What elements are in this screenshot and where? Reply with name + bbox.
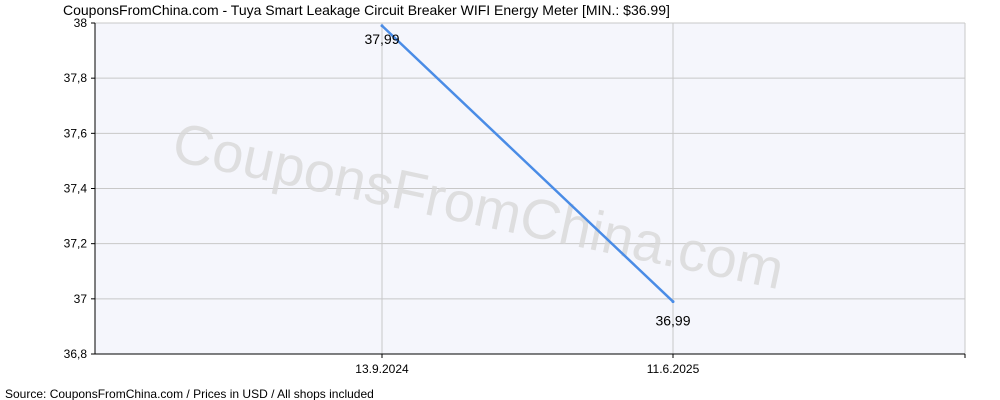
plot-area: 36,8 37 37,2 37,4 37,6 37,8 38 13.9.2024 11.6.20… xyxy=(64,16,966,376)
x-tick-label: 13.9.2024 xyxy=(355,362,409,376)
chart-overlay: 37,99 36,99 xyxy=(364,24,691,329)
price-data-label: 36,99 xyxy=(655,313,690,329)
price-series-line xyxy=(380,24,675,303)
y-tick-label: 37,6 xyxy=(64,126,88,140)
y-tick-label: 36,8 xyxy=(64,347,88,361)
y-tick-label: 37 xyxy=(74,292,88,306)
price-data-point xyxy=(380,24,384,28)
y-tick-label: 37,2 xyxy=(64,237,88,251)
y-tick-label: 37,4 xyxy=(64,182,88,196)
y-tick-label: 38 xyxy=(74,16,88,30)
chart-title: CouponsFromChina.com - Tuya Smart Leakag… xyxy=(63,2,670,18)
price-data-label: 37,99 xyxy=(364,31,399,47)
x-tick-label: 11.6.2025 xyxy=(647,362,700,376)
price-data-point xyxy=(671,300,675,304)
y-tick-label: 37,8 xyxy=(64,71,88,85)
source-footer: Source: CouponsFromChina.com / Prices in… xyxy=(5,387,374,400)
